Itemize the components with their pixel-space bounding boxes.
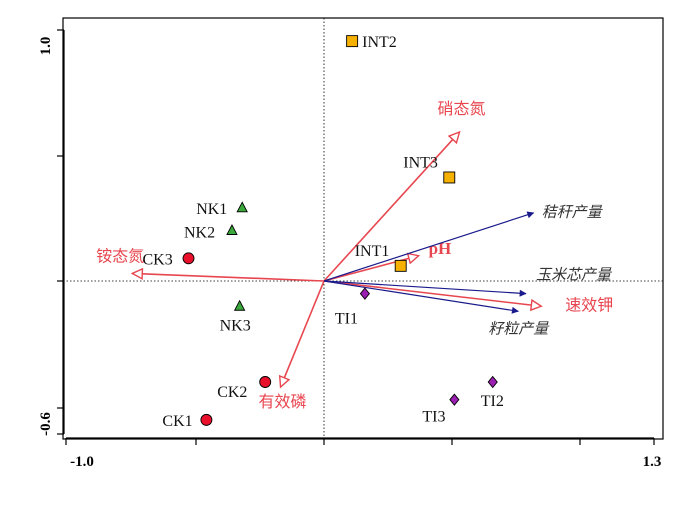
sample-label: NK1 (196, 201, 227, 218)
sample-ti2: TI2 (481, 375, 504, 410)
sample-marker (487, 375, 498, 389)
sample-marker (182, 252, 195, 265)
vector-label: 铵态氮 (96, 246, 144, 265)
sample-ti3: TI3 (422, 393, 460, 426)
sample-nk2: NK2 (184, 224, 238, 242)
vector-label: 硝态氮 (437, 99, 485, 118)
sample-points: CK1 CK2 CK3 NK1 NK2 NK3 INT1 INT2 INT3 TI1 TI2 TI3 (143, 34, 504, 430)
vector-6: 玉米芯产量 (323, 266, 613, 297)
vector-0: 硝态氮 (323, 99, 486, 282)
sample-ck1: CK1 (162, 413, 213, 430)
sample-marker (359, 287, 370, 300)
sample-marker (346, 35, 359, 48)
sample-label: INT1 (355, 243, 390, 260)
y-axis: 1.0 -0.6 (38, 29, 65, 436)
sample-marker (226, 224, 238, 235)
x-tick-label-min: -1.0 (70, 454, 94, 470)
vector-arrow (132, 273, 325, 282)
sample-int3: INT3 (403, 154, 456, 184)
x-tick-label-max: 1.3 (643, 454, 662, 470)
sample-label: CK3 (143, 251, 173, 268)
sample-marker (449, 393, 460, 406)
sample-label: TI3 (422, 409, 445, 426)
y-tick-label-min: -0.6 (38, 412, 54, 436)
vector-arrow (323, 132, 459, 282)
vector-arrow (323, 280, 519, 314)
sample-nk3: NK3 (220, 299, 251, 334)
sample-int2: INT2 (346, 34, 397, 51)
vector-arrow (281, 280, 325, 387)
sample-ck3: CK3 (143, 251, 195, 268)
vector-label: pH (429, 239, 452, 258)
sample-marker (200, 413, 213, 426)
sample-int1: INT1 (355, 243, 407, 272)
vector-label: 速效钾 (565, 295, 613, 314)
vector-label: 籽粒产量 (488, 319, 550, 337)
vector-arrow (323, 280, 541, 306)
sample-ck2: CK2 (217, 376, 272, 401)
sample-nk1: NK1 (196, 201, 248, 218)
plot-frame (62, 17, 664, 440)
vector-5: 秸秆产量 (323, 203, 604, 282)
vector-7: 籽粒产量 (323, 280, 550, 337)
vector-1: 铵态氮 (96, 246, 325, 282)
sample-marker (443, 171, 456, 184)
sample-label: CK2 (217, 384, 247, 401)
plot-border (62, 17, 664, 440)
x-axis: -1.0 1.3 (65, 437, 662, 470)
vector-2: 有效磷 (259, 280, 325, 411)
sample-label: TI1 (335, 311, 358, 328)
sample-marker (236, 201, 248, 213)
sample-label: INT2 (362, 34, 397, 51)
vector-label: 玉米芯产量 (536, 266, 613, 284)
y-tick-label-max: 1.0 (38, 37, 54, 56)
sample-label: NK2 (184, 225, 215, 242)
vector-label: 秸秆产量 (542, 203, 604, 221)
sample-marker (259, 376, 272, 388)
sample-label: CK1 (162, 413, 192, 430)
vector-arrow (323, 280, 527, 297)
sample-marker (233, 299, 246, 311)
vector-arrow (323, 211, 535, 282)
y-axis-ticks (57, 29, 64, 435)
sample-marker (394, 259, 407, 272)
sample-label: INT3 (403, 154, 438, 171)
vector-label: 有效磷 (259, 392, 307, 411)
sample-label: TI2 (481, 393, 504, 410)
x-axis-ticks (65, 438, 655, 445)
sample-label: NK3 (220, 317, 251, 334)
sample-ti1: TI1 (335, 287, 370, 328)
vector-4: 速效钾 (323, 280, 613, 314)
